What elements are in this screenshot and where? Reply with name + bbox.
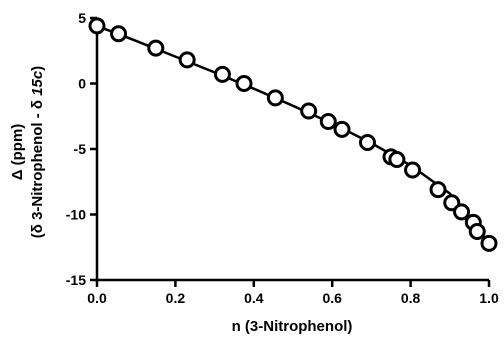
data-point [468, 223, 486, 241]
y-tick-label: 5 [78, 10, 86, 26]
x-tick-label: 0.0 [87, 290, 107, 306]
y-axis-label-line2-prefix: (δ 3-Nitrophenol - δ [29, 96, 46, 238]
data-point [110, 25, 128, 43]
data-point [388, 150, 406, 168]
x-tick-label: 0.6 [322, 290, 342, 306]
y-tick-label: -5 [74, 141, 87, 157]
y-axis-label-line1: Δ (ppm) [9, 124, 26, 181]
x-tick-label: 0.2 [166, 290, 186, 306]
data-points [88, 17, 498, 252]
y-axis-ticks: 5 0 -5 -10 -15 [66, 10, 97, 288]
y-axis-label-line2-italic: 15c [29, 70, 46, 96]
y-axis-label-line2-suffix: ) [29, 66, 46, 71]
fit-curve [96, 24, 490, 245]
x-axis-label: n (3-Nitrophenol) [232, 318, 353, 335]
y-axis-label-line2: (δ 3-Nitrophenol - δ 15c) [29, 66, 46, 238]
data-point [300, 102, 318, 120]
data-point [178, 51, 196, 69]
data-point [266, 89, 284, 107]
data-point [88, 17, 106, 35]
data-point [213, 65, 231, 83]
x-axis-ticks: 0.0 0.2 0.4 0.6 0.8 1.0 [87, 280, 499, 306]
y-tick-label: 0 [78, 76, 86, 92]
data-point [235, 75, 253, 92]
x-tick-label: 0.8 [401, 290, 421, 306]
y-tick-label: -15 [66, 272, 86, 288]
y-tick-label: -10 [66, 207, 86, 223]
data-point [480, 234, 498, 252]
data-point [147, 39, 165, 57]
data-point [319, 112, 337, 130]
data-point [404, 161, 422, 179]
data-point [358, 133, 376, 151]
x-tick-label: 1.0 [479, 290, 499, 306]
data-point [453, 203, 471, 221]
data-point [429, 181, 447, 199]
x-tick-label: 0.4 [244, 290, 264, 306]
data-point [333, 120, 351, 138]
